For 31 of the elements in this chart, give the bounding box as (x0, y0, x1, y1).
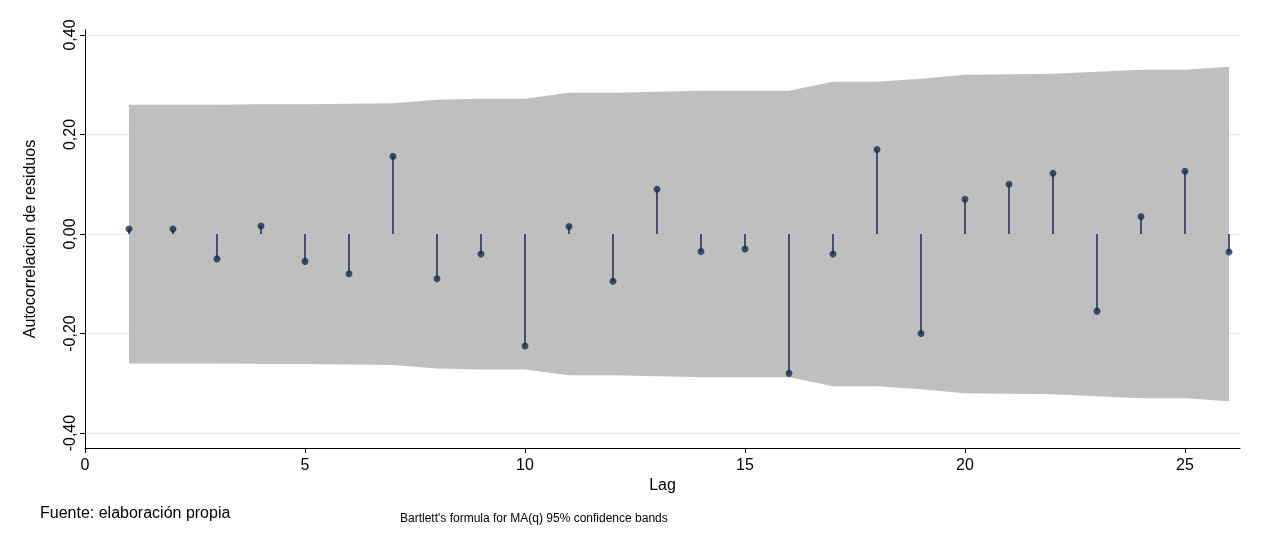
point (609, 277, 617, 285)
y-tick-label: -0,40 (60, 414, 78, 452)
point (433, 275, 441, 283)
y-axis-title: Autocorrelacion de residuos (20, 139, 38, 339)
x-tick-label: 15 (736, 455, 754, 473)
point (1005, 180, 1013, 188)
source-note: Fuente: elaboración propia (40, 503, 231, 521)
point (785, 369, 793, 377)
point (389, 152, 397, 160)
x-tick-label: 20 (956, 455, 974, 473)
x-tick-label: 5 (300, 455, 310, 473)
x-tick-label: 0 (80, 455, 90, 473)
y-tick-label: 0,40 (60, 19, 78, 51)
point (301, 257, 309, 265)
y-tick-label: 0,00 (60, 218, 78, 250)
x-tick-label: 10 (516, 455, 534, 473)
text: Bartlett's formula for MA(q) 95% confidence bands (400, 511, 668, 525)
y-tick-label: 0,20 (60, 118, 78, 151)
point (873, 145, 881, 153)
point (1137, 213, 1145, 221)
x-tick-label: 25 (1176, 455, 1194, 473)
y-tick-label: -0,20 (60, 315, 78, 352)
point (565, 223, 573, 231)
point (345, 270, 353, 278)
point (697, 247, 705, 255)
point (653, 185, 661, 193)
x-axis-title: Lag (649, 476, 676, 494)
point (1049, 169, 1057, 177)
point (1181, 167, 1189, 175)
point (961, 195, 969, 203)
point (917, 330, 925, 338)
